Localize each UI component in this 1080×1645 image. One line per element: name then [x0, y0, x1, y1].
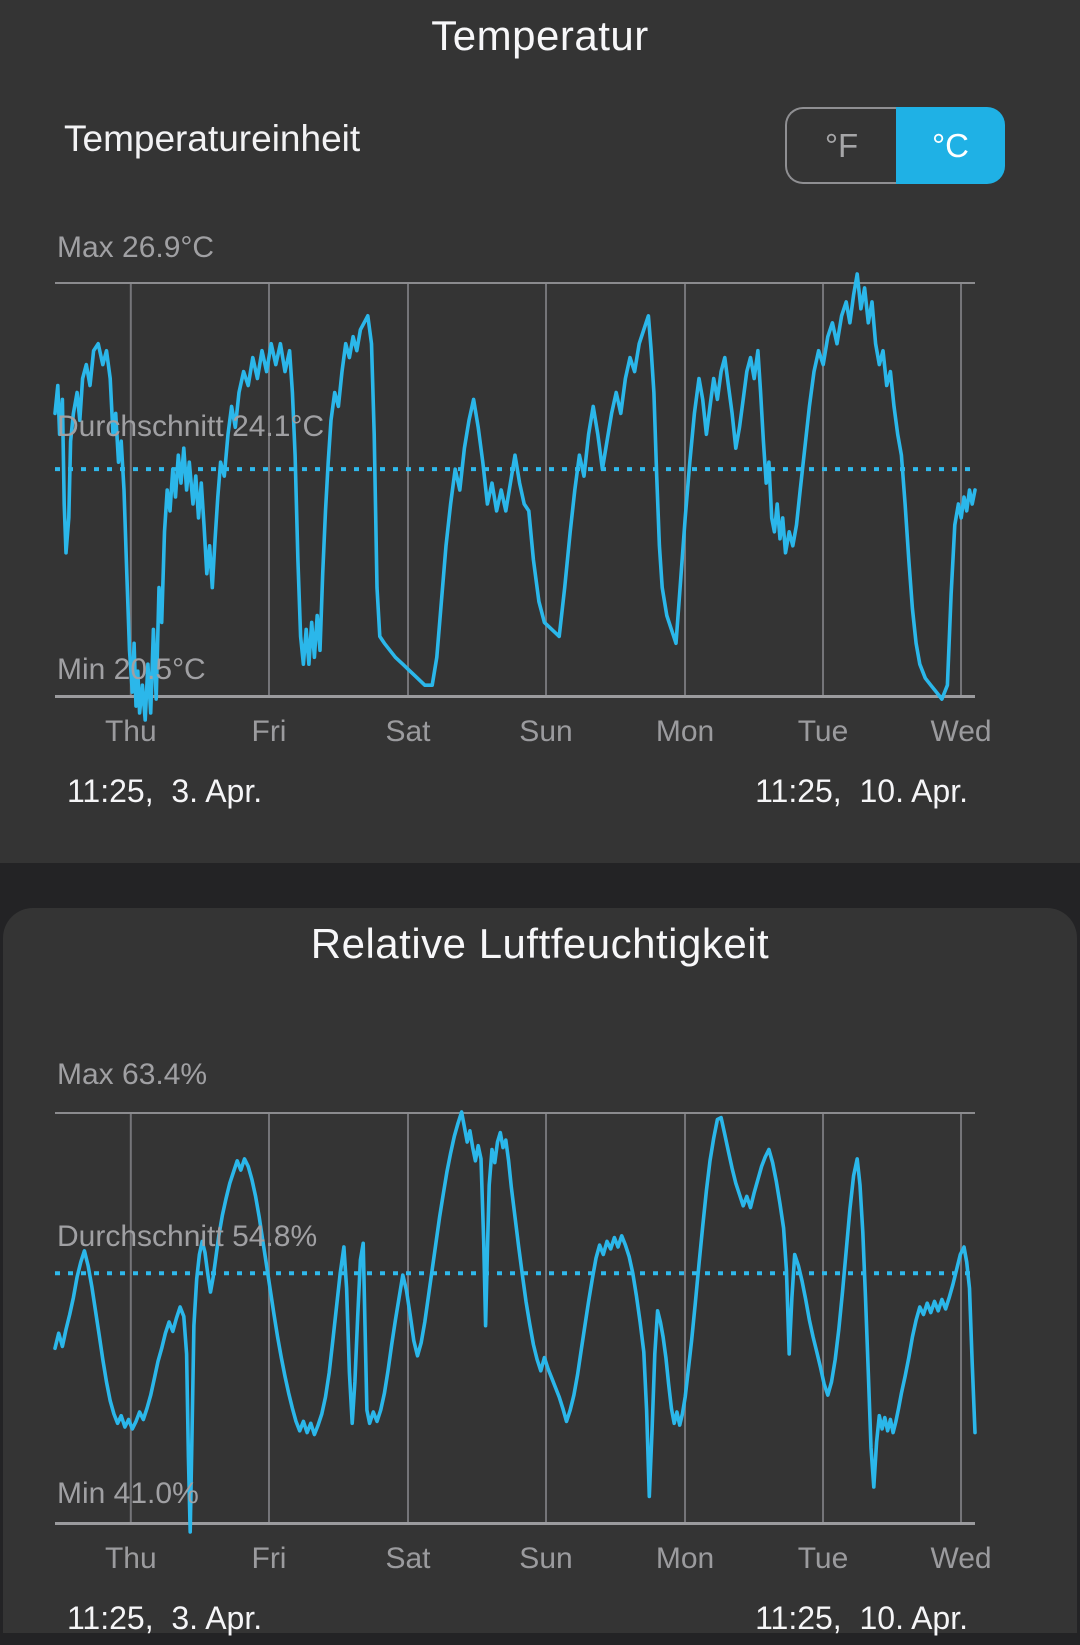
celsius-button[interactable]: °C — [896, 107, 1005, 184]
day-label: Sat — [385, 715, 431, 748]
fahrenheit-button[interactable]: °F — [785, 107, 896, 184]
day-label: Fri — [251, 715, 287, 748]
humidity-max-label: Max 63.4% — [57, 1058, 208, 1091]
temperature-chart — [53, 272, 977, 722]
humidity-start-timestamp: 11:25, 3. Apr. — [67, 1600, 263, 1636]
temperature-unit-label: Temperatureinheit — [64, 118, 361, 159]
day-label: Fri — [251, 1542, 287, 1575]
humidity-avg-label: Durchschnitt 54.8% — [57, 1220, 318, 1253]
humidity-title: Relative Luftfeuchtigkeit — [310, 920, 770, 967]
day-label: Thu — [104, 715, 157, 748]
day-label: Thu — [104, 1542, 157, 1575]
humidity-min-label: Min 41.0% — [57, 1477, 199, 1510]
temp-start-timestamp: 11:25, 3. Apr. — [67, 773, 263, 809]
day-label: Tue — [797, 715, 849, 748]
temp-end-timestamp: 11:25, 10. Apr. — [755, 773, 968, 809]
day-label: Tue — [797, 1542, 849, 1575]
day-label: Wed — [930, 715, 992, 748]
day-label: Mon — [655, 1542, 715, 1575]
temperature-unit-toggle: °F °C — [785, 107, 1005, 184]
temp-avg-label: Durchschnitt 24.1°C — [57, 410, 325, 443]
temp-min-label: Min 20.5°C — [57, 653, 206, 686]
temperature-day-axis: Thu Fri Sat Sun Mon Tue Wed — [55, 715, 992, 748]
humidity-day-axis: Thu Fri Sat Sun Mon Tue Wed — [55, 1542, 992, 1575]
humidity-end-timestamp: 11:25, 10. Apr. — [755, 1600, 968, 1636]
humidity-card — [3, 908, 1077, 1633]
day-label: Sun — [519, 1542, 573, 1575]
day-label: Sat — [385, 1542, 431, 1575]
temperature-title: Temperatur — [431, 12, 649, 59]
day-label: Sun — [519, 715, 573, 748]
day-label: Mon — [655, 715, 715, 748]
temp-max-label: Max 26.9°C — [57, 231, 215, 264]
humidity-chart — [53, 1110, 977, 1534]
day-label: Wed — [930, 1542, 992, 1575]
